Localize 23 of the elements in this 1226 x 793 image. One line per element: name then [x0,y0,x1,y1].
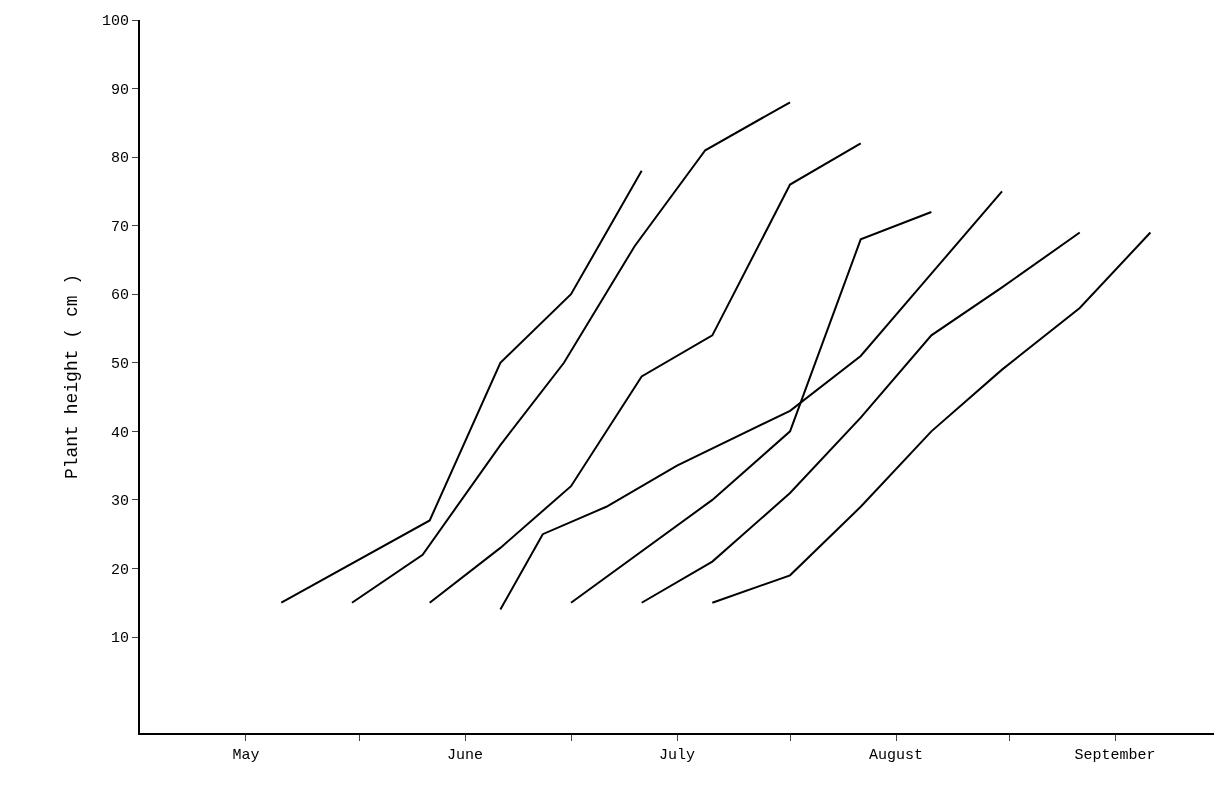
line-series [350,101,792,604]
line-series [640,231,1081,604]
x-tick-label: August [869,747,924,764]
line-series [428,142,862,604]
y-tick-label: 80 [110,150,129,168]
line-series [570,210,933,604]
y-tick-label: 70 [110,218,129,236]
x-tick-label: June [447,747,484,764]
y-tick-label: 60 [110,287,129,305]
line-series [499,190,1004,611]
y-tick-label: 10 [110,630,129,648]
line-series [711,231,1152,604]
x-tick-label: July [658,747,696,764]
y-tick-label: 20 [110,561,129,579]
line-series [280,169,643,604]
x-tick-label: September [1074,747,1156,764]
y-tick-label: 100 [101,13,129,31]
y-tick-label: 30 [110,493,129,511]
y-tick-label: 40 [110,424,129,442]
y-tick-label: 90 [110,81,129,99]
x-tick-label: May [232,747,260,764]
y-axis-title: Plant height ( cm ) [61,273,82,480]
y-tick-label: 50 [110,356,129,374]
